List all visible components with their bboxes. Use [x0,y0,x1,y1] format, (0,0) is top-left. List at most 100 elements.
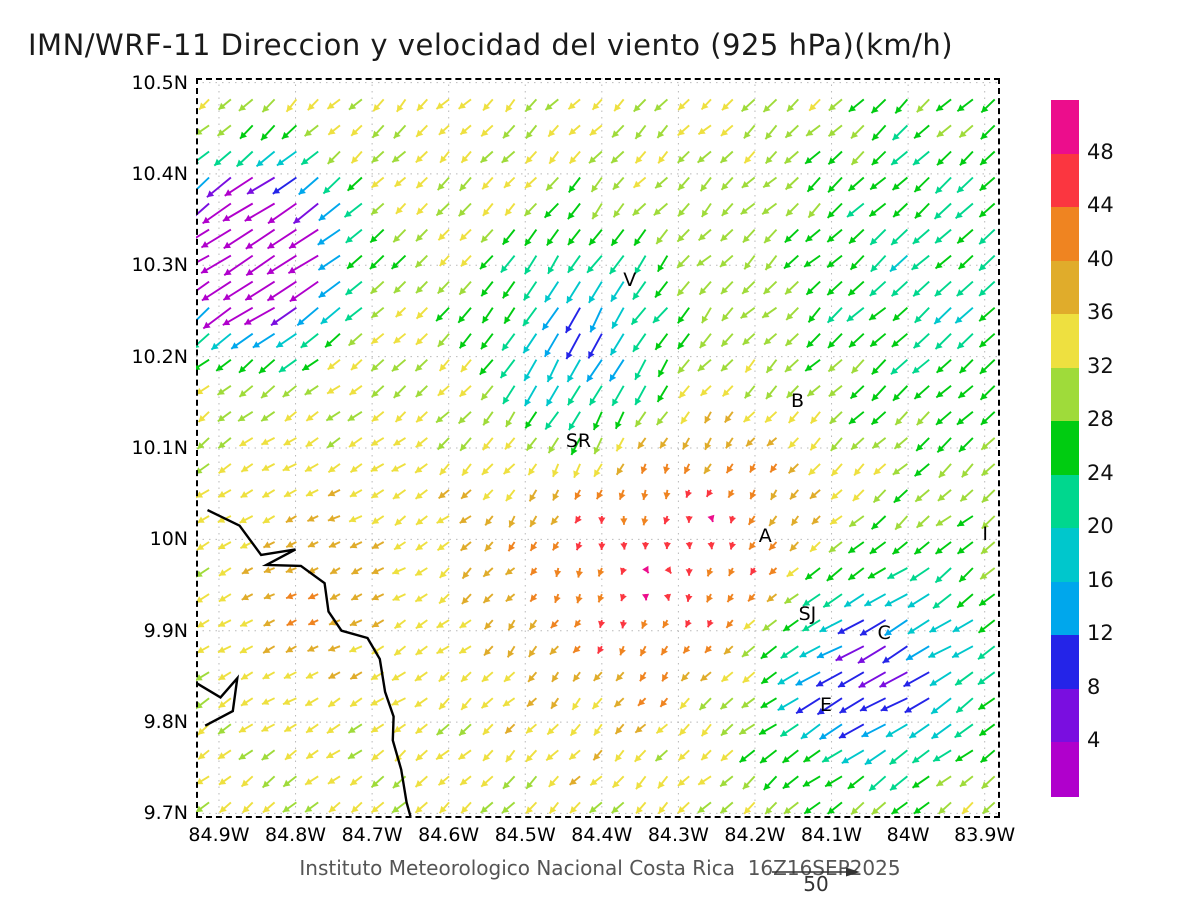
wind-arrow [764,801,778,815]
wind-arrow [699,333,712,349]
wind-arrow [597,567,605,577]
wind-arrow [980,437,996,451]
wind-arrow [239,619,254,628]
wind-arrow [261,723,276,733]
wind-arrow [747,593,756,603]
wind-arrow [501,150,516,164]
wind-arrow [479,150,494,164]
wind-arrow [652,307,669,324]
wind-arrow [573,463,581,479]
wind-arrow [655,723,669,735]
wind-arrow [697,124,712,136]
wind-arrow [327,645,341,652]
wind-arrow [458,723,472,737]
wind-arrow [589,307,603,333]
wind-arrow [909,567,930,582]
wind-arrow [502,697,516,707]
wind-arrow [768,541,778,551]
wind-arrow [244,280,276,301]
wind-arrow [213,150,232,167]
wind-arrow [503,671,516,683]
wind-arrow [828,385,843,398]
wind-arrow [458,385,472,398]
wind-arrow [241,567,254,575]
wind-arrow [782,775,799,790]
wind-arrow [395,307,407,318]
colorbar[interactable] [1051,100,1079,797]
wind-arrow [276,150,297,167]
wind-arrow [804,358,821,372]
wind-arrow [978,332,996,348]
wind-arrow [934,176,952,194]
wind-arrow [661,671,669,682]
wind-arrow [805,124,821,137]
wind-arrow [263,592,275,600]
wind-arrow [677,749,690,761]
y-axis-tick-label: 10.3N [131,254,188,277]
wind-arrow [482,567,494,578]
y-axis-tick-label: 10.5N [131,71,188,94]
wind-arrow [327,124,341,136]
wind-arrow [679,697,690,710]
wind-arrow [816,697,843,716]
wind-arrow [912,280,930,297]
y-axis-tick-label: 10.2N [131,345,188,368]
wind-arrow [829,411,843,425]
wind-arrow [326,384,341,395]
wind-arrow [505,593,516,603]
wind-arrow [760,645,778,660]
wind-arrow [200,228,232,249]
wind-arrow [795,671,821,687]
colorbar-tick-label: 36 [1087,300,1114,325]
wind-arrow [806,176,821,193]
colorbar-band [1051,421,1079,476]
wind-arrow [958,437,974,453]
wind-arrow [507,619,516,631]
wind-arrow [758,723,777,736]
wind-arrow [977,697,996,711]
wind-arrow [391,150,407,163]
wind-arrow [238,749,254,761]
x-axis-tick-label: 84.1W [800,824,863,846]
wind-arrow [505,411,516,428]
wind-arrow [871,801,887,816]
wind-arrow [912,333,930,349]
wind-arrow [934,541,952,555]
wind-arrow [782,619,799,632]
wind-arrow [546,229,560,247]
wind-arrow [305,437,319,448]
wind-arrow [318,202,341,222]
wind-arrow [827,333,843,349]
wind-arrow [743,255,756,270]
wind-arrow [598,541,606,551]
wind-arrow [370,463,385,473]
wind-arrow [808,463,821,476]
wind-arrow [285,98,298,113]
wind-arrow [298,176,319,196]
colorbar-band [1051,367,1079,422]
wind-arrow [484,541,494,552]
colorbar-band [1051,635,1079,690]
wind-arrow [544,281,560,303]
wind-arrow [318,280,341,299]
wind-arrow [438,593,450,605]
wind-arrow [869,228,887,246]
wind-arrow [821,749,843,763]
x-axis-tick-label: 84.5W [494,824,556,846]
wind-arrow [241,801,254,814]
colorbar-band [1051,260,1079,315]
wind-arrow [598,515,606,524]
wind-arrow [327,150,341,165]
wind-arrow [720,228,734,242]
wind-arrow [437,385,450,397]
wind-arrow [415,515,428,526]
wind-arrow [786,98,799,113]
wind-arrow [592,749,603,761]
wind-arrow [590,176,603,193]
wind-arrow [929,619,952,633]
wind-arrow [871,437,887,449]
y-axis-tick-label: 10.4N [131,162,188,185]
wind-arrow [215,358,232,372]
wind-arrow [657,359,669,378]
wind-arrow [641,515,649,526]
